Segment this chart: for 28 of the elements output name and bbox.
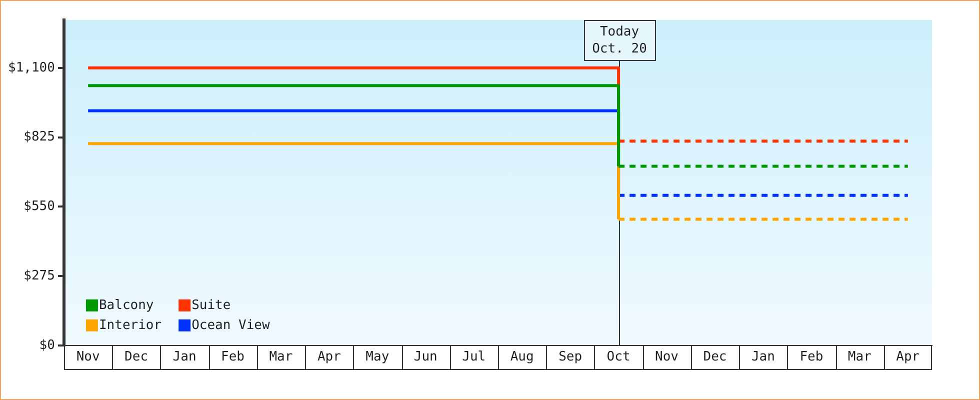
- x-tick-label: Sep: [558, 350, 582, 365]
- y-tick-label: $275: [24, 268, 55, 284]
- y-tick-label: $550: [24, 199, 55, 214]
- x-tick-label: May: [366, 350, 390, 365]
- legend-label: Ocean View: [192, 318, 270, 333]
- x-tick-label: Jan: [172, 350, 196, 365]
- y-tick-label: $1,100: [8, 60, 55, 76]
- x-tick-label: Feb: [221, 350, 245, 365]
- y-tick-label: $825: [24, 130, 55, 145]
- x-tick-label: Jul: [462, 350, 486, 365]
- x-tick-label: Apr: [896, 350, 920, 365]
- legend-label: Suite: [192, 298, 231, 313]
- legend-label: Balcony: [98, 298, 154, 313]
- y-tick-label: $0: [39, 338, 55, 353]
- x-tick-label: Nov: [76, 350, 100, 365]
- x-tick-label: Oct: [606, 350, 630, 365]
- x-tick-label: Nov: [655, 350, 679, 365]
- legend-label: Interior: [98, 318, 162, 333]
- x-tick-label: Mar: [269, 350, 293, 365]
- x-tick-label: Dec: [124, 350, 148, 365]
- x-tick-label: Aug: [510, 350, 534, 365]
- x-tick-label: Feb: [800, 350, 824, 365]
- ref-line-label: Today Oct. 20: [592, 24, 647, 56]
- x-tick-label: Jan: [751, 350, 775, 365]
- x-tick-label: Mar: [848, 350, 872, 365]
- x-tick-label: Jun: [414, 350, 438, 365]
- x-tick-label: Apr: [317, 350, 342, 365]
- x-tick-label: Dec: [703, 350, 727, 365]
